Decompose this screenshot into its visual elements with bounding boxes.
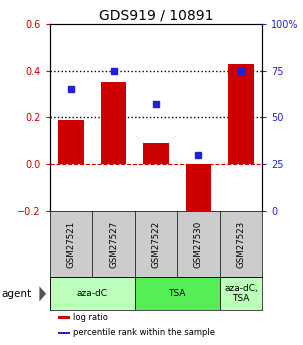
Bar: [101, 82, 126, 164]
Text: agent: agent: [2, 289, 32, 299]
Bar: [58, 316, 70, 318]
Bar: [50, 277, 135, 310]
Bar: [58, 120, 84, 164]
Bar: [58, 332, 70, 334]
Text: percentile rank within the sample: percentile rank within the sample: [73, 328, 215, 337]
Text: TSA: TSA: [168, 289, 186, 298]
Title: GDS919 / 10891: GDS919 / 10891: [99, 9, 213, 23]
Polygon shape: [39, 286, 46, 302]
Bar: [143, 143, 169, 164]
Text: GSM27522: GSM27522: [152, 220, 161, 267]
Text: aza-dC: aza-dC: [77, 289, 108, 298]
Text: GSM27530: GSM27530: [194, 220, 203, 267]
Text: GSM27523: GSM27523: [236, 220, 245, 267]
Bar: [228, 64, 254, 164]
Text: GSM27527: GSM27527: [109, 220, 118, 267]
Text: aza-dC,
TSA: aza-dC, TSA: [224, 285, 258, 303]
Bar: [135, 277, 220, 310]
Bar: [186, 164, 211, 215]
Text: GSM27521: GSM27521: [67, 220, 76, 267]
Bar: [220, 277, 262, 310]
Text: log ratio: log ratio: [73, 313, 108, 322]
